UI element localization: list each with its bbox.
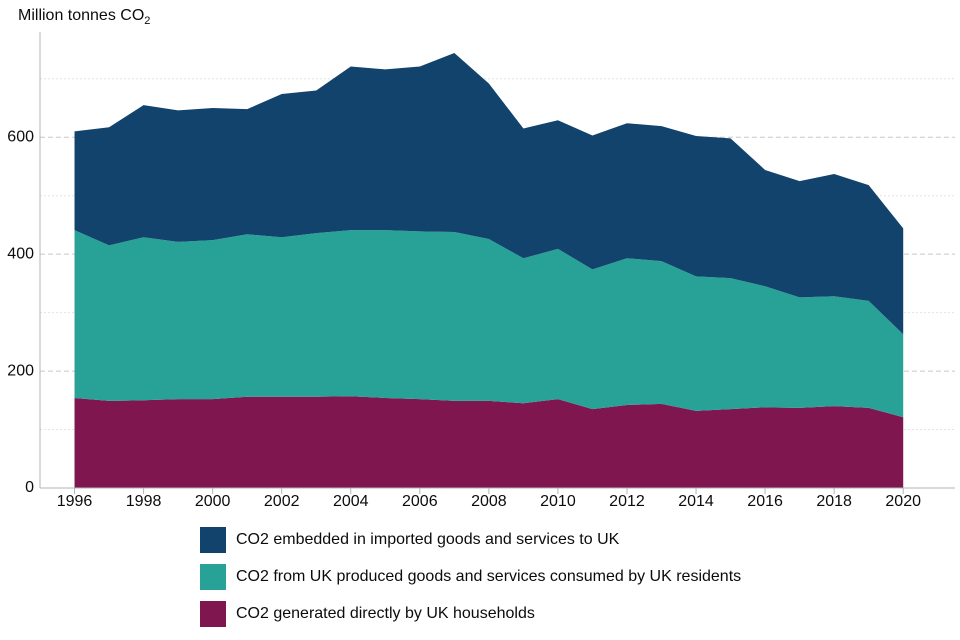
y-axis-label-subscript: 2	[144, 15, 150, 27]
legend-label: CO2 generated directly by UK households	[236, 605, 535, 622]
x-tick-label: 1998	[126, 493, 162, 510]
x-tick-label: 2002	[264, 493, 300, 510]
x-tick-label: 2008	[471, 493, 507, 510]
x-tick-label: 2006	[402, 493, 438, 510]
y-tick-label: 200	[7, 362, 34, 379]
area	[74, 230, 904, 418]
y-axis-label: Million tonnes CO2	[18, 7, 150, 27]
x-tick-label: 2014	[678, 493, 714, 510]
y-tick-label: 0	[25, 479, 34, 496]
x-tick-label: 1996	[57, 493, 93, 510]
y-tick-label: 400	[7, 245, 34, 262]
area	[74, 396, 904, 488]
y-tick-label: 600	[7, 128, 34, 145]
y-axis-label-text: Million tonnes CO	[18, 7, 144, 24]
legend-swatch	[200, 564, 226, 590]
legend-swatch	[200, 527, 226, 553]
legend-label: CO2 embedded in imported goods and servi…	[236, 531, 620, 548]
x-tick-label: 2004	[333, 493, 369, 510]
legend-label: CO2 from UK produced goods and services …	[236, 568, 741, 585]
x-tick-label: 2010	[540, 493, 576, 510]
legend-swatch	[200, 601, 226, 627]
area	[74, 53, 904, 335]
x-tick-label: 2000	[195, 493, 231, 510]
x-tick-label: 2020	[885, 493, 921, 510]
x-tick-label: 2012	[609, 493, 645, 510]
x-tick-label: 2018	[816, 493, 852, 510]
x-tick-label: 2016	[747, 493, 783, 510]
